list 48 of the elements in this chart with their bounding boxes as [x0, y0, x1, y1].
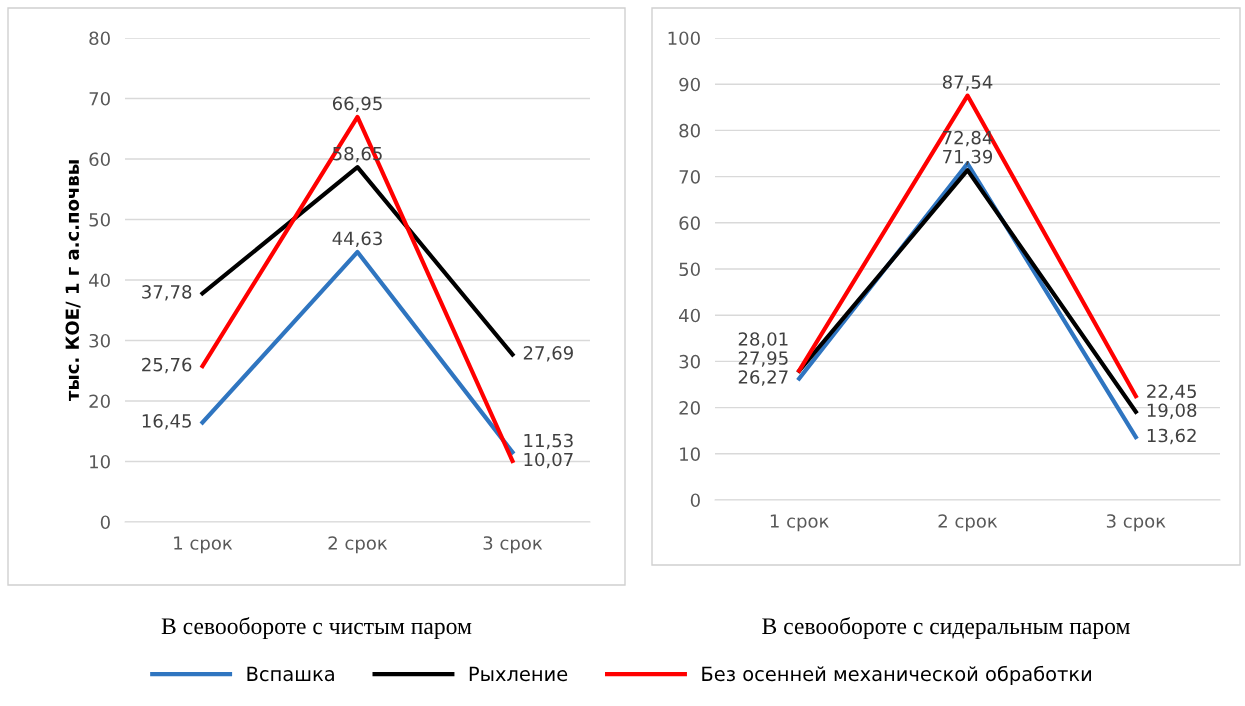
legend-label: Вспашка	[247, 666, 334, 682]
x-tick-label: 3 срок	[1106, 514, 1166, 532]
y-tick-label: 30	[679, 354, 700, 369]
data-label: 27,69	[523, 346, 573, 362]
y-tick-label: 10	[680, 447, 700, 461]
x-axis-title: В севообороте с чистым паром	[161, 617, 472, 639]
legend-label: Без осенней механической обработки	[702, 665, 1091, 685]
x-tick-label: 2 срок	[938, 514, 998, 532]
y-tick-label: 70	[679, 170, 700, 184]
y-tick-label: 100	[668, 31, 700, 46]
data-label: 27,95	[738, 351, 788, 367]
y-tick-label: 30	[89, 333, 110, 348]
data-label: 22,45	[1147, 384, 1196, 400]
y-tick-label: 10	[90, 454, 110, 469]
y-tick-label: 50	[679, 262, 700, 277]
y-tick-label: 0	[690, 493, 700, 508]
y-tick-label: 60	[89, 152, 110, 167]
data-label: 13,62	[1147, 428, 1196, 445]
y-tick-label: 40	[679, 308, 700, 323]
data-label: 44,63	[332, 231, 382, 248]
y-tick-label: 0	[100, 515, 110, 530]
data-label: 16,45	[142, 414, 191, 430]
x-tick-label: 1 срок	[770, 514, 829, 532]
y-tick-label: 20	[89, 394, 110, 409]
x-tick-label: 3 срок	[483, 536, 543, 554]
data-label: 11,53	[524, 433, 573, 450]
y-tick-label: 60	[679, 216, 700, 230]
data-label: 26,27	[738, 370, 788, 386]
x-axis-title: В севообороте с сидеральным паром	[762, 617, 1130, 639]
x-tick-label: 2 срок	[328, 536, 388, 554]
y-tick-label: 50	[89, 212, 110, 227]
legend-label: Рыхление	[469, 666, 568, 682]
y-tick-label: 20	[679, 401, 700, 415]
y-tick-label: 80	[89, 31, 110, 46]
y-tick-label: 70	[89, 91, 110, 106]
data-label: 37,78	[142, 285, 192, 301]
y-tick-label: 80	[679, 123, 700, 138]
data-label: 28,01	[738, 332, 788, 348]
data-label: 87,54	[942, 75, 993, 91]
y-axis-title: тыс. КОЕ/ 1 г а.с.почвы	[65, 160, 81, 402]
data-label: 25,76	[142, 357, 192, 374]
data-label: 19,08	[1147, 403, 1197, 419]
x-tick-label: 1 срок	[174, 536, 233, 554]
data-label: 71,39	[943, 149, 993, 166]
data-label: 66,95	[332, 96, 382, 113]
data-label: 10,07	[524, 452, 573, 469]
y-tick-label: 90	[679, 77, 700, 92]
y-tick-label: 40	[89, 273, 110, 288]
